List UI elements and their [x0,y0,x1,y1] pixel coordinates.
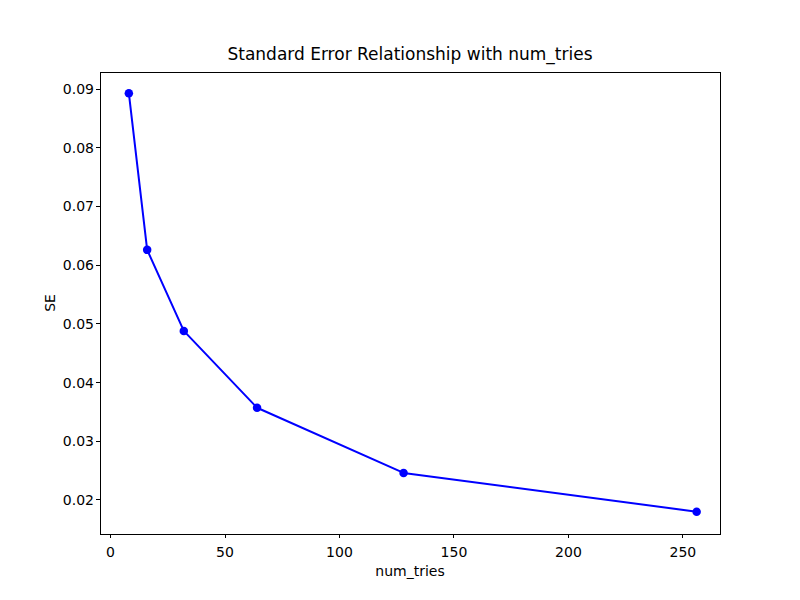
y-tick-label: 0.07 [63,198,94,214]
x-tick-label: 200 [555,544,582,560]
data-point [143,246,152,255]
figure: Standard Error Relationship with num_tri… [0,0,800,600]
axes-frame [100,72,720,534]
x-tick-label: 0 [106,544,115,560]
x-tick-label: 250 [670,544,697,560]
data-point [399,469,408,478]
y-tick-label: 0.04 [63,375,94,391]
y-tick-label: 0.05 [63,316,94,332]
x-tick-label: 50 [216,544,234,560]
data-point [180,327,189,336]
data-point [253,404,262,413]
y-tick-label: 0.06 [63,257,94,273]
y-tick-label: 0.09 [63,81,94,97]
x-tick-label: 100 [326,544,353,560]
y-tick-label: 0.03 [63,433,94,449]
data-point [692,507,701,516]
y-tick-label: 0.08 [63,140,94,156]
y-tick-label: 0.02 [63,492,94,508]
data-point [125,89,134,98]
plot-area: 0 50 100 150 200 250 0.02 0.03 0.04 0.05 0.06 0.07 0… [0,0,800,600]
x-tick-label: 150 [441,544,468,560]
